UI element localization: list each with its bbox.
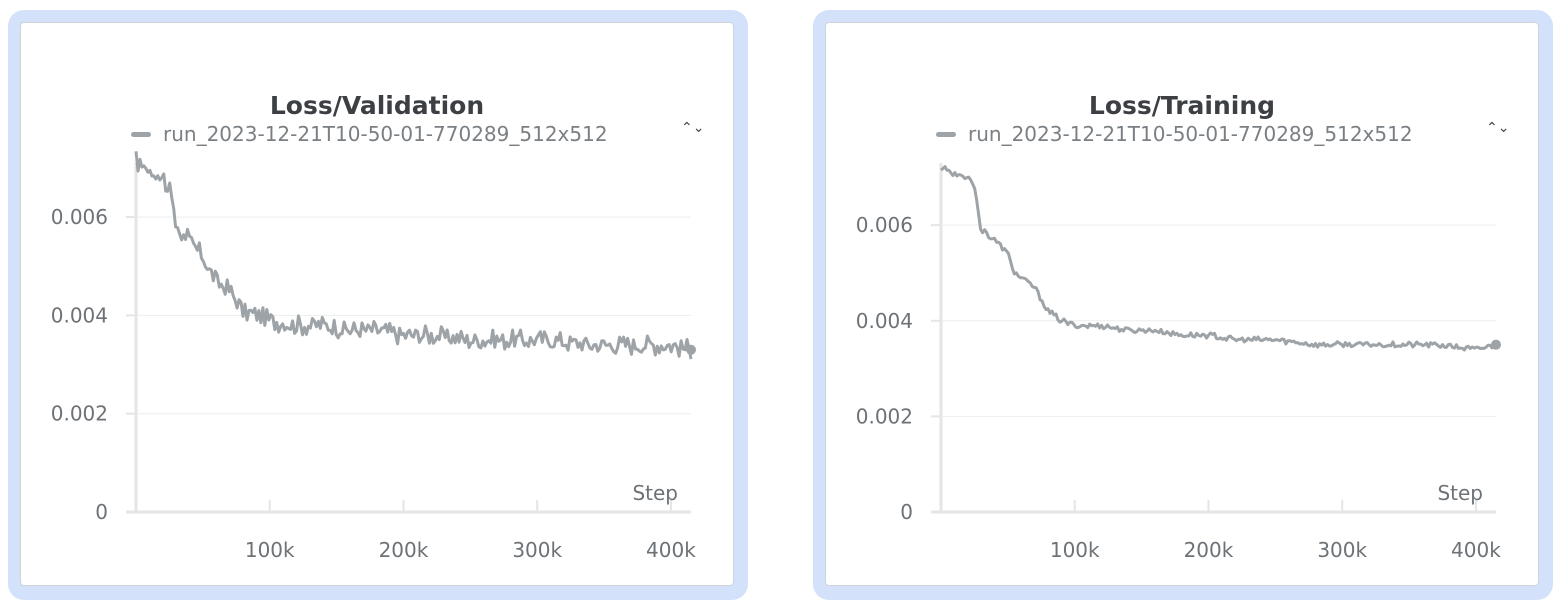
chart-card: Loss/Validation run_2023-12-21T10-50-01-…	[20, 22, 734, 586]
legend-label: run_2023-12-21T10-50-01-770289_512x512	[968, 122, 1413, 146]
y-tick-label: 0.002	[51, 402, 108, 426]
x-tick-label: 200k	[1184, 538, 1234, 562]
y-tick-label: 0.006	[856, 213, 913, 237]
y-tick-label: 0	[900, 500, 913, 524]
y-tick-label: 0.006	[51, 205, 108, 229]
y-tick-label: 0.004	[51, 303, 108, 327]
legend: run_2023-12-21T10-50-01-770289_512x512	[936, 121, 1413, 147]
x-tick-label: 100k	[245, 538, 295, 562]
x-tick-label: 400k	[1451, 538, 1501, 562]
chart-card: Loss/Training run_2023-12-21T10-50-01-77…	[825, 22, 1539, 586]
x-axis-label: Step	[632, 481, 678, 505]
x-tick-label: 200k	[379, 538, 429, 562]
x-tick-label: 400k	[646, 538, 696, 562]
x-tick-label: 300k	[1317, 538, 1367, 562]
chart-plot[interactable]: 0 0.002 0.004 0.006 100k 200k 300k 400k Step	[826, 23, 1540, 587]
legend-label: run_2023-12-21T10-50-01-770289_512x512	[163, 122, 608, 146]
y-tick-label: 0.004	[856, 309, 913, 333]
y-tick-label: 0	[95, 500, 108, 524]
series-endpoint	[686, 344, 696, 355]
legend-swatch	[936, 131, 956, 137]
chart-panel-validation: Loss/Validation run_2023-12-21T10-50-01-…	[8, 10, 748, 600]
chart-title: Loss/Training	[1088, 91, 1276, 120]
chart-panel-training: Loss/Training run_2023-12-21T10-50-01-77…	[813, 10, 1553, 600]
legend: run_2023-12-21T10-50-01-770289_512x512	[131, 121, 608, 147]
series-line	[134, 151, 693, 360]
chart-plot[interactable]: 0 0.002 0.004 0.006 100k 200k 300k 400k Step	[21, 23, 735, 587]
x-tick-label: 300k	[512, 538, 562, 562]
x-axis-label: Step	[1437, 481, 1483, 505]
chart-title: Loss/Validation	[269, 91, 485, 120]
y-tick-label: 0.002	[856, 404, 913, 428]
series-line	[940, 165, 1497, 352]
legend-swatch	[131, 131, 151, 137]
x-tick-label: 100k	[1050, 538, 1100, 562]
series-endpoint	[1491, 339, 1501, 350]
